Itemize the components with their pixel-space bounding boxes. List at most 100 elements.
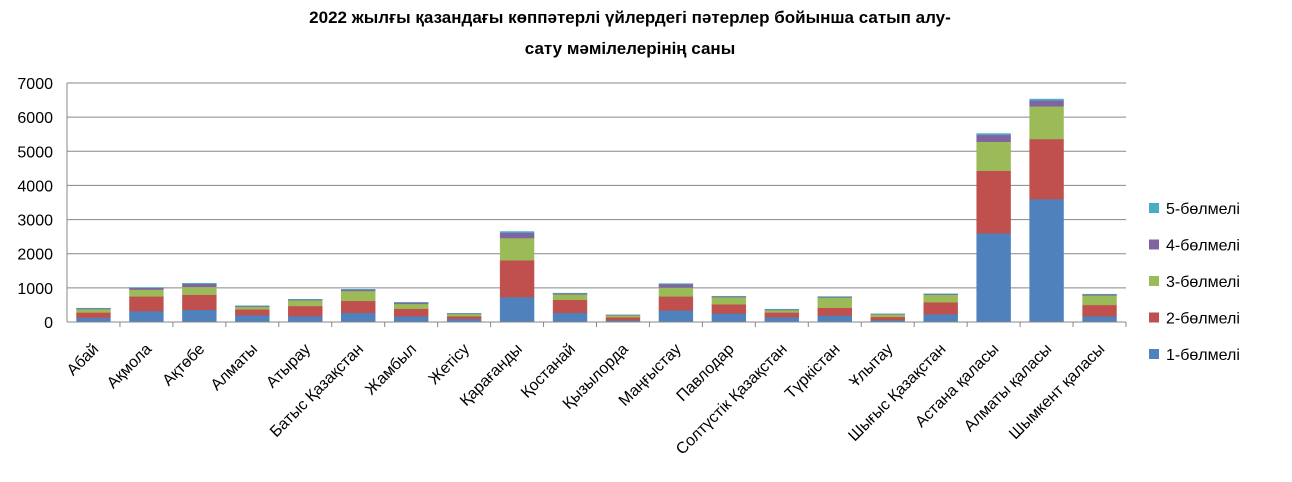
y-tick-label: 7000 [17,76,53,93]
chart-title: 2022 жылғы қазандағы көппәтерлі үйлердег… [309,8,951,58]
bar-segment [76,308,111,313]
bar-segment [711,313,747,323]
y-tick-label: 4000 [17,178,53,195]
x-tick-label: Ұлытау [847,341,897,391]
bar-segment [1082,295,1117,306]
x-tick-label: Жетісу [426,341,473,388]
bar-segment [1029,105,1064,140]
bar-segment [235,309,270,316]
bar-segment [976,232,1011,323]
bar-segment [658,287,694,297]
bar-segment [552,299,588,314]
y-tick-label: 5000 [17,144,53,161]
bar-segment [552,312,588,323]
legend-label: 1-бөлмелі [1166,347,1240,364]
bar-segment [393,303,429,309]
gridlines [67,82,1126,323]
bar-segment [235,314,270,323]
bar-segment [605,314,641,318]
bar-segment [76,312,111,318]
legend-label: 4-бөлмелі [1166,238,1240,255]
legend-swatch [1149,312,1159,323]
bar-segment [976,134,1011,142]
bar-segment [817,307,852,316]
axes [66,83,1127,327]
y-axis-tick-labels: 0 1000 2000 3000 4000 5000 6000 7000 [17,76,53,332]
bar-segment [658,310,694,323]
bar-segment [923,301,958,315]
legend-label: 3-бөлмелі [1166,274,1240,291]
bar-segment [182,294,217,310]
legend-swatch [1149,349,1159,359]
y-tick-label: 6000 [17,110,53,127]
legend-label: 5-бөлмелі [1166,201,1240,218]
bar-segment [1029,98,1064,101]
bars [76,98,1117,323]
bar-segment [764,316,800,323]
bar-segment [976,133,1011,136]
bar-segment [658,283,694,285]
legend: 5-бөлмелі 4-бөлмелі 3-бөлмелі 2-бөлмелі 1-бө… [1149,201,1240,364]
bar-segment [499,231,535,233]
bar-segment [552,294,588,301]
bar-segment [235,306,270,310]
bar-segment [182,286,217,295]
x-tick-label: Алматы [208,341,261,394]
bar-segment [288,305,323,317]
bar-segment [658,296,694,311]
x-tick-label: Жамбыл [362,341,420,399]
bar-segment [341,300,376,314]
bar-segment [446,313,482,317]
y-tick-label: 2000 [17,247,53,264]
bar-segment [341,312,376,323]
bar-segment [182,309,217,323]
bar-segment [129,287,164,290]
legend-swatch [1149,276,1159,286]
bar-segment [1082,304,1117,317]
bar-segment [288,315,323,323]
bar-segment [605,316,641,321]
bar-segment [870,313,905,318]
bar-segment [817,315,852,323]
bar-segment [764,309,800,313]
x-tick-label: Шығыс Қазақстан [845,341,949,445]
bar-segment [976,141,1011,171]
legend-swatch [1149,239,1159,250]
bar-segment [923,294,958,303]
legend-swatch [1149,203,1159,213]
bar-segment [499,237,535,261]
bar-segment [129,289,164,297]
bar-segment [658,283,694,288]
bar-segment [446,315,482,320]
bar-segment [182,283,217,288]
bar-segment [129,296,164,312]
bar-segment [817,297,852,308]
bar-segment [499,259,535,298]
bar-segment [1082,315,1117,323]
bar-segment [1029,138,1064,200]
y-tick-label: 3000 [17,213,53,230]
bar-segment [764,312,800,318]
bar-segment [499,296,535,323]
x-tick-label: Шымкент қаласы [1006,341,1108,443]
bar-segment [341,290,376,302]
bar-segment [393,315,429,323]
bar-segment [923,313,958,323]
bar-segment [499,232,535,239]
x-tick-label: Ақтөбе [160,341,209,390]
bar-segment [76,317,111,323]
bar-segment [1029,100,1064,107]
bar-segment [1029,198,1064,323]
bar-segment [711,303,747,314]
y-tick-label: 1000 [17,281,53,298]
bar-segment [870,316,905,321]
bar-segment [129,310,164,323]
x-tick-label: Батыс Қазақстан [267,341,367,441]
x-tick-label: Ақмола [104,341,155,392]
x-tick-label: Атырау [263,341,314,392]
y-tick-label: 0 [44,315,53,332]
bar-segment [288,299,323,307]
